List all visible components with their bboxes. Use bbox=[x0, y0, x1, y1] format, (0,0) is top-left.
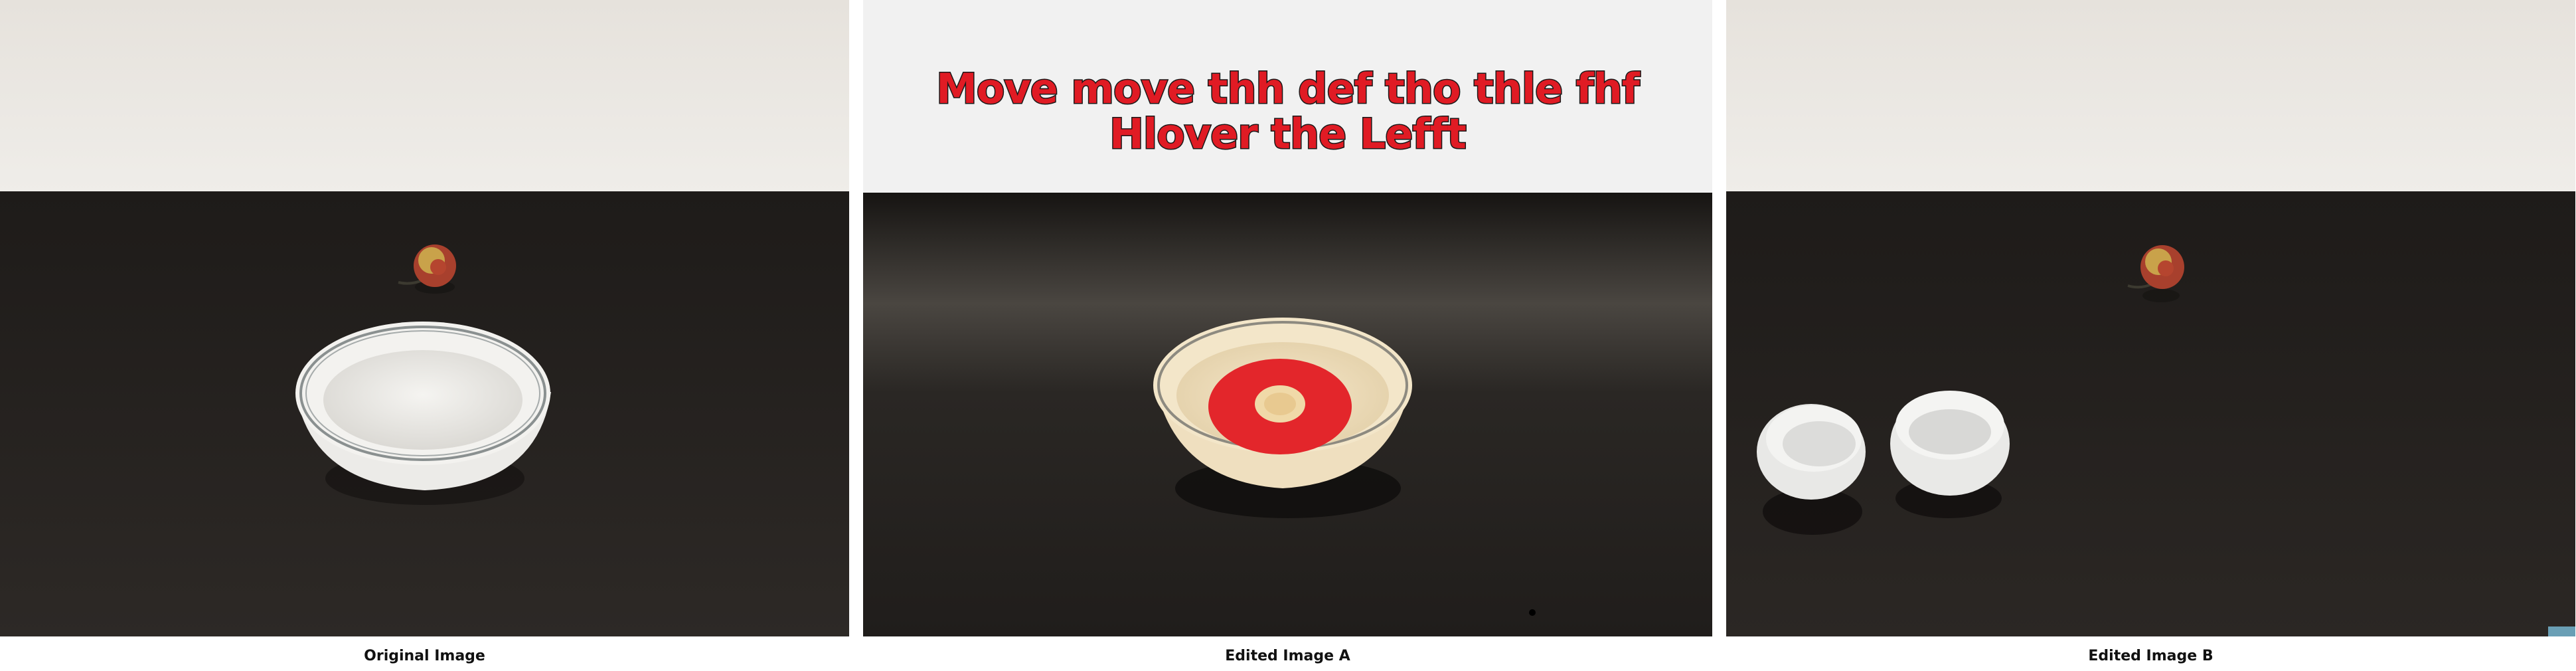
left-bowl-icon bbox=[1757, 404, 1866, 535]
edited-image-a bbox=[863, 0, 1712, 636]
rose-icon bbox=[398, 244, 456, 294]
corner-mark-icon bbox=[2548, 626, 2575, 636]
rose-icon bbox=[2127, 245, 2184, 302]
bowl-icon bbox=[1153, 318, 1412, 518]
caption-original-image: Original Image bbox=[364, 648, 485, 664]
original-image-panel bbox=[0, 0, 849, 636]
edited-image-b bbox=[1726, 0, 2575, 636]
overlay-caption-text: Move move thh def tho thle fhf Hlover th… bbox=[935, 64, 1641, 158]
original-image bbox=[0, 0, 849, 636]
edited-image-a-panel: Move move thh def tho thle fhf Hlover th… bbox=[863, 0, 1712, 636]
caption-edited-image-a: Edited Image A bbox=[1225, 648, 1350, 664]
bowl-icon bbox=[295, 322, 551, 505]
caption-edited-image-b: Edited Image B bbox=[2088, 648, 2214, 664]
edited-image-b-panel bbox=[1726, 0, 2575, 636]
right-bowl-icon bbox=[1890, 391, 2010, 518]
